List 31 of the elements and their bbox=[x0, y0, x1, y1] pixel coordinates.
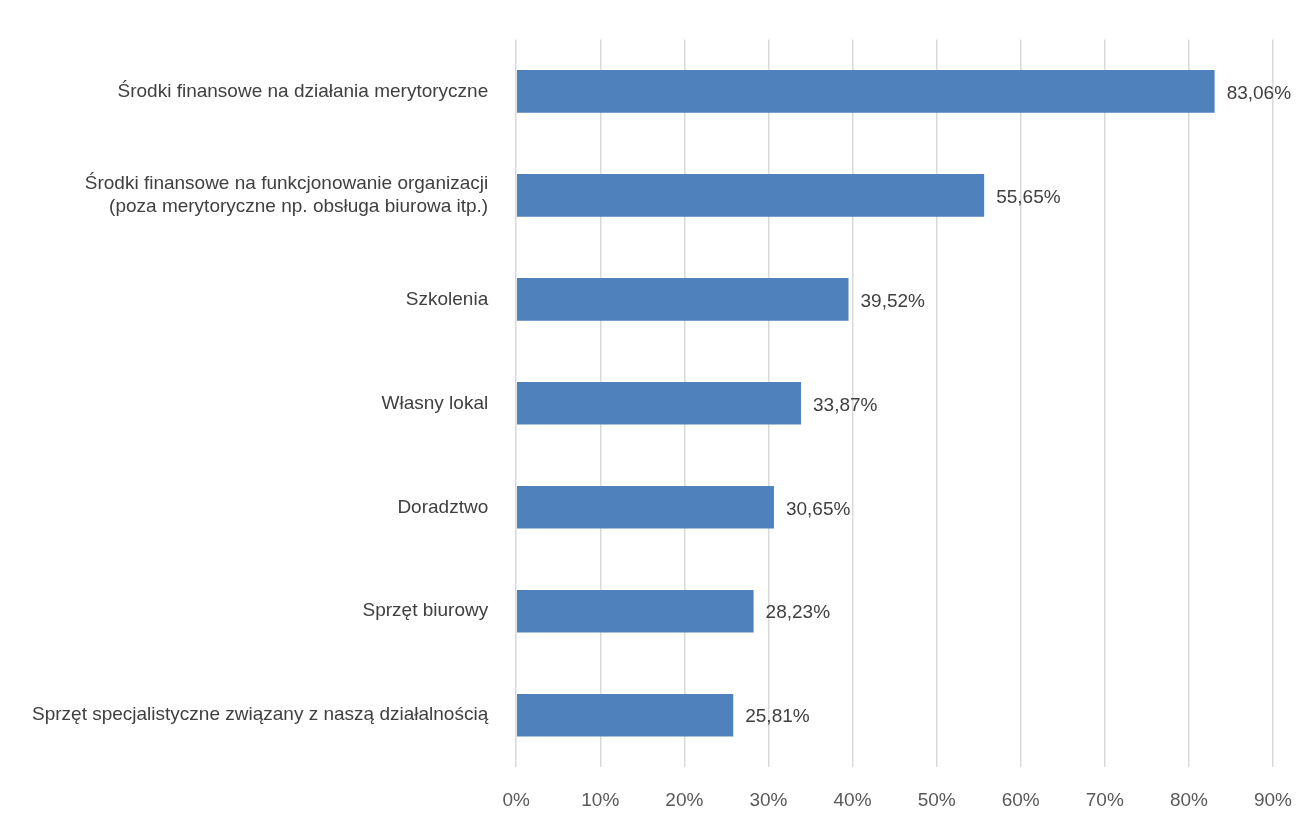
data-label: 25,81% bbox=[745, 705, 810, 727]
x-tick-label: 40% bbox=[833, 788, 872, 810]
data-label: 33,87% bbox=[813, 393, 878, 415]
x-tick-label: 60% bbox=[1001, 788, 1040, 810]
data-label: 83,06% bbox=[1226, 81, 1292, 103]
bar bbox=[516, 174, 985, 217]
x-tick-label: 30% bbox=[749, 788, 788, 810]
data-label: 28,23% bbox=[765, 601, 831, 623]
x-tick-label: 70% bbox=[1085, 788, 1124, 810]
bar bbox=[516, 70, 1215, 113]
x-tick-label: 90% bbox=[1253, 788, 1293, 810]
y-tick-label: Szkolenia bbox=[405, 287, 489, 309]
bar bbox=[516, 693, 734, 737]
bar bbox=[516, 381, 802, 425]
bar bbox=[516, 485, 774, 529]
x-tick-label: 50% bbox=[917, 788, 956, 810]
data-label: 30,65% bbox=[785, 497, 851, 519]
bar bbox=[516, 278, 849, 321]
x-tick-label: 0% bbox=[502, 788, 531, 810]
y-tick-label: Środki finansowe na działania merytoryczne bbox=[117, 79, 489, 101]
x-tick-label: 20% bbox=[665, 788, 704, 810]
x-tick-label: 80% bbox=[1169, 788, 1209, 810]
y-tick-label: Własny lokal bbox=[381, 391, 489, 413]
y-tick-label: Środki finansowe na funkcjonowanie organizacji (poza merytoryczne np. obsługa biurowa itp.) bbox=[84, 172, 489, 216]
data-label: 39,52% bbox=[860, 289, 926, 311]
bar bbox=[516, 589, 754, 633]
y-tick-label: Sprzęt specjalistyczne związany z naszą działalnością bbox=[31, 703, 489, 725]
data-label: 55,65% bbox=[996, 185, 1061, 207]
y-tick-label: Doradztwo bbox=[397, 495, 489, 517]
x-tick-label: 10% bbox=[581, 788, 620, 810]
y-tick-label: Sprzęt biurowy bbox=[362, 599, 489, 621]
